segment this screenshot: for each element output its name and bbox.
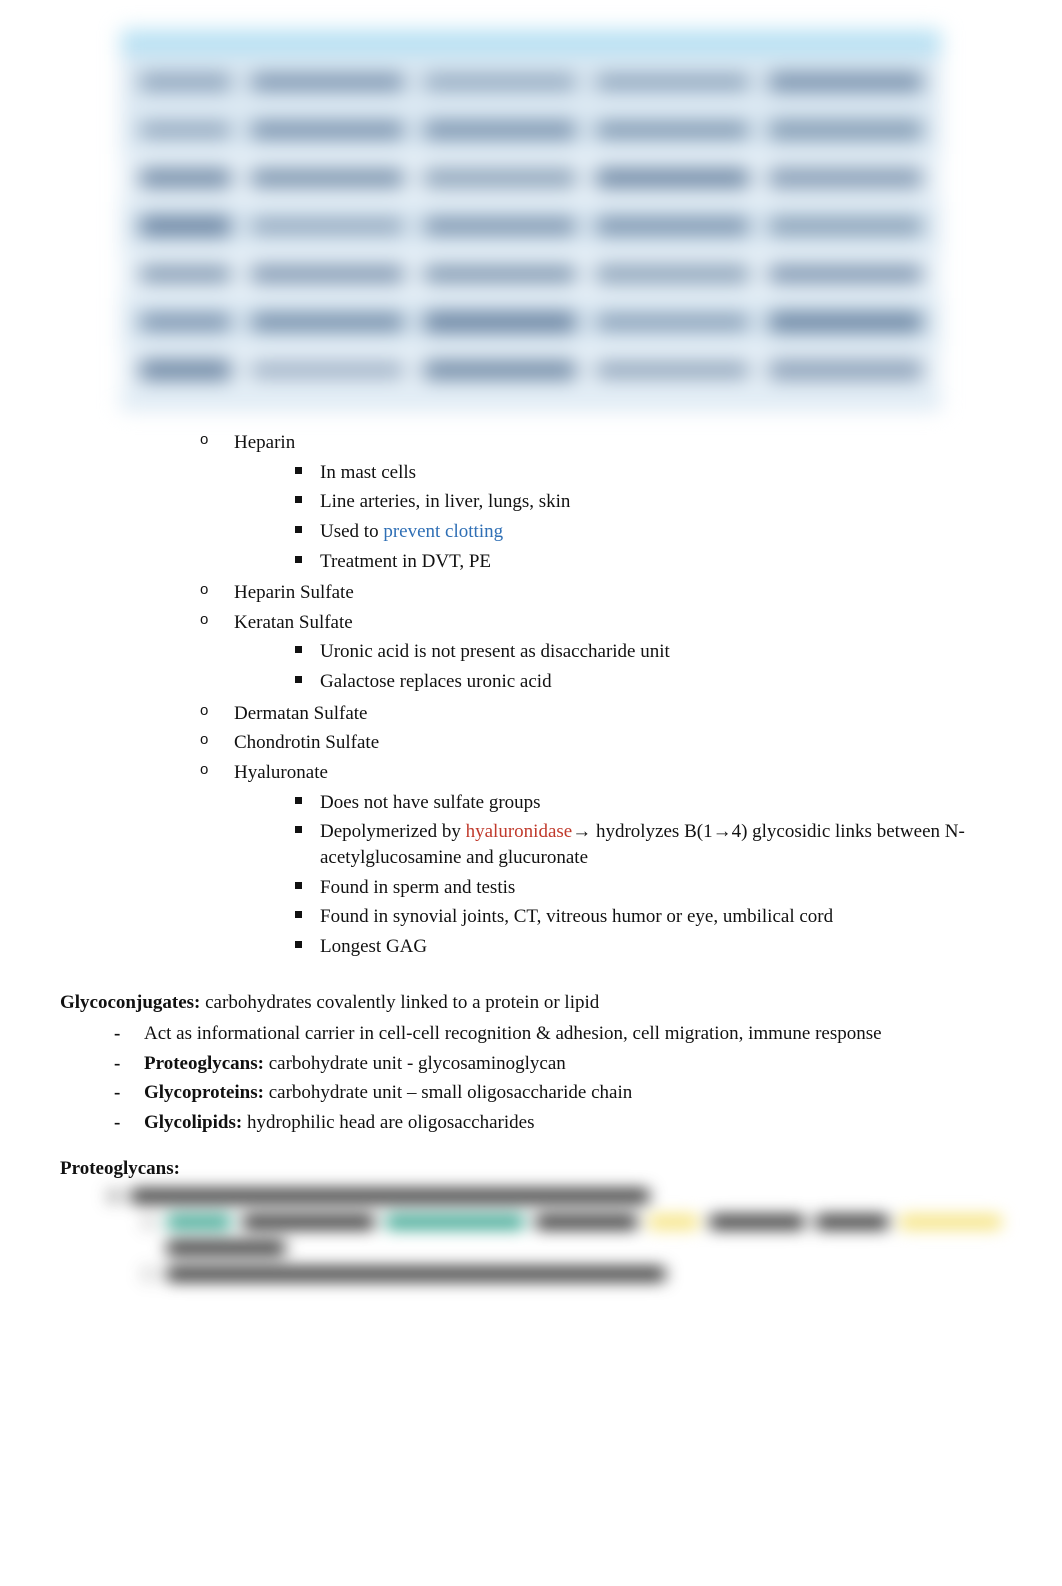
outline-list: Heparin In mast cells Line arteries, in … <box>60 430 1002 960</box>
outline-item-keratan-sulfate: Keratan Sulfate Uronic acid is not prese… <box>200 610 1002 695</box>
sub-label: Glycolipids: <box>144 1112 242 1133</box>
keratan-sublist: Uronic acid is not present as disacchari… <box>234 639 1002 694</box>
keratan-sub-item: Galactose replaces uronic acid <box>292 669 1002 695</box>
outline-item-chondrotin-sulfate: Chondrotin Sulfate <box>200 730 1002 756</box>
glyco-item: Glycolipids: hydrophilic head are oligos… <box>108 1110 1002 1136</box>
outline-item-hyaluronate: Hyaluronate Does not have sulfate groups… <box>200 760 1002 959</box>
outline-item-dermatan-sulfate: Dermatan Sulfate <box>200 701 1002 727</box>
glyco-item: Act as informational carrier in cell-cel… <box>108 1021 1002 1047</box>
glycoconjugates-list: Act as informational carrier in cell-cel… <box>60 1021 1002 1136</box>
heparin-sub-item: Treatment in DVT, PE <box>292 549 1002 575</box>
outline-item-heparin: Heparin In mast cells Line arteries, in … <box>200 430 1002 574</box>
sub-text: carbohydrate unit – small oligosaccharid… <box>264 1082 632 1103</box>
arrow-icon: → <box>713 819 732 845</box>
hyaluronate-sub-item: Longest GAG <box>292 934 1002 960</box>
glyco-item: Glycoproteins: carbohydrate unit – small… <box>108 1080 1002 1106</box>
text-fragment: Depolymerized by <box>320 821 466 842</box>
glycoconjugates-heading: Glycoconjugates: carbohydrates covalentl… <box>60 990 1002 1016</box>
outline-title: Hyaluronate <box>234 762 328 783</box>
hyaluronate-sub-item: Found in sperm and testis <box>292 875 1002 901</box>
heparin-sub-item: Used to prevent clotting <box>292 519 1002 545</box>
keratan-sub-item: Uronic acid is not present as disacchari… <box>292 639 1002 665</box>
text-fragment: hydrolyzes B(1 <box>591 821 712 842</box>
heading-label: Glycoconjugates: <box>60 992 200 1013</box>
sub-label: Glycoproteins: <box>144 1082 264 1103</box>
link-prevent-clotting[interactable]: prevent clotting <box>383 521 503 542</box>
glyco-item: Proteoglycans: carbohydrate unit - glyco… <box>108 1051 1002 1077</box>
sub-label: Proteoglycans: <box>144 1053 264 1074</box>
enzyme-hyaluronidase: hyaluronidase <box>466 821 573 842</box>
hyaluronate-sub-item: Found in synovial joints, CT, vitreous h… <box>292 904 1002 930</box>
hyaluronate-sub-item: Does not have sulfate groups <box>292 790 1002 816</box>
heparin-sub-item: Line arteries, in liver, lungs, skin <box>292 489 1002 515</box>
hyaluronate-sub-item: Depolymerized by hyaluronidase→ hydrolyz… <box>292 819 1002 870</box>
text-fragment: Used to <box>320 521 383 542</box>
outline-item-heparin-sulfate: Heparin Sulfate <box>200 580 1002 606</box>
blurred-redacted-lines <box>108 1189 1002 1281</box>
heading-definition: carbohydrates covalently linked to a pro… <box>200 992 599 1013</box>
heparin-sublist: In mast cells Line arteries, in liver, l… <box>234 460 1002 575</box>
sub-text: carbohydrate unit - glycosaminoglycan <box>264 1053 566 1074</box>
outline-title: Keratan Sulfate <box>234 612 353 633</box>
arrow-icon: → <box>572 819 591 845</box>
heparin-sub-item: In mast cells <box>292 460 1002 486</box>
proteoglycans-heading: Proteoglycans: <box>60 1156 1002 1182</box>
blurred-table-image <box>121 30 941 410</box>
sub-text: hydrophilic head are oligosaccharides <box>242 1112 534 1133</box>
outline-title: Heparin <box>234 432 295 453</box>
hyaluronate-sublist: Does not have sulfate groups Depolymeriz… <box>234 790 1002 960</box>
